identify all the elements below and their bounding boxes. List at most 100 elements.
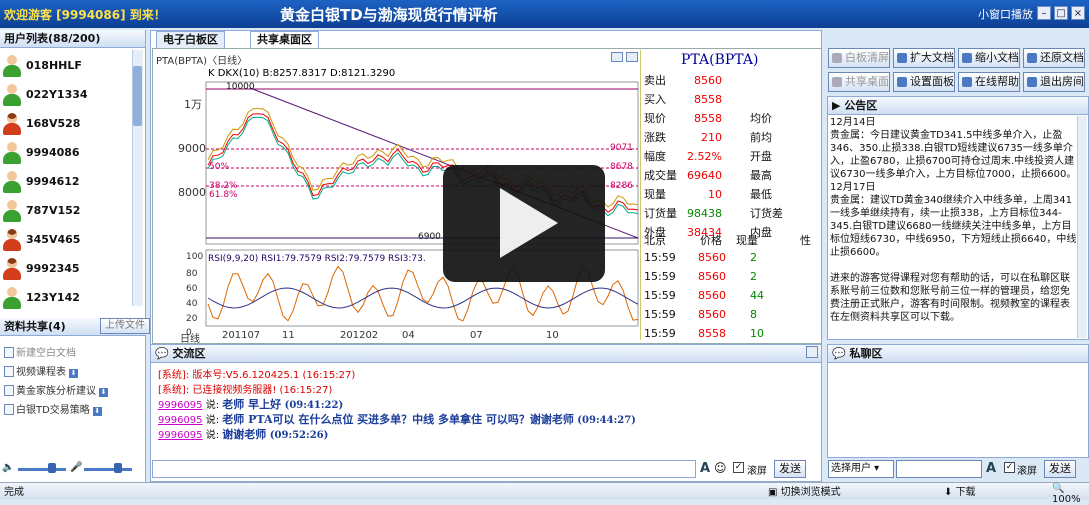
enlarge-doc-button[interactable]: 扩大文档 <box>893 48 955 68</box>
browse-mode-label: 切换浏览模式 <box>780 487 841 498</box>
private-lock-checkbox[interactable]: ✓ <box>1004 462 1015 473</box>
speaker-icon[interactable]: 🔈 <box>2 462 15 473</box>
tab-shared-desktop[interactable]: 共享桌面区 <box>250 31 319 48</box>
chat-expand-icon[interactable] <box>806 346 818 358</box>
quote-key: 买入 <box>644 93 666 106</box>
play-icon[interactable] <box>500 188 558 258</box>
notice-panel: ▶ 公告区 <box>827 96 1089 340</box>
whiteboard-clear-button[interactable]: 白板清屏 <box>828 48 890 68</box>
microphone-icon[interactable]: 🎤 <box>70 462 83 473</box>
x-axis-label: 日线 <box>180 334 200 345</box>
document-icon <box>4 366 14 377</box>
chat-user-link[interactable]: 9996095 <box>158 400 203 411</box>
chat-user-link[interactable]: 9996095 <box>158 415 203 426</box>
chat-message: 9996095 说: 老师 PTA可以 在什么点位 买进多单？中线 多单拿住 可… <box>158 411 636 427</box>
notice-scrollbar[interactable] <box>1077 116 1087 338</box>
avatar-icon <box>2 55 22 77</box>
avatar-body <box>3 210 21 222</box>
notice-paragraph: 贵金属：今日建议黄金TD341.5中线多单介入，止盈346、350.止损338.… <box>830 130 1077 180</box>
share-item[interactable]: 视频课程表 ⬇ <box>4 363 78 378</box>
private-chat-input[interactable] <box>896 460 982 478</box>
online-help-button[interactable]: 在线帮助 <box>958 72 1020 92</box>
close-icon[interactable]: × <box>1071 6 1085 20</box>
share-item[interactable]: 黄金家族分析建议 ⬇ <box>4 382 108 397</box>
share-item[interactable]: 白银TD交易策略 ⬇ <box>4 401 102 416</box>
chat-panel: 💬 交流区 <box>150 344 822 482</box>
scrollbar-thumb[interactable] <box>133 66 142 126</box>
notice-header: ▶ 公告区 <box>828 97 1088 115</box>
user-item[interactable]: 9994612 <box>0 168 134 197</box>
tick-volume: 10 <box>750 327 764 340</box>
chat-message: 9996095 说: 老师 早上好 (09:41:22) <box>158 396 343 412</box>
private-font-icon[interactable]: A <box>986 461 997 476</box>
browse-mode-button[interactable]: ▣ 切换浏览模式 <box>768 487 841 498</box>
shrink-doc-button[interactable]: 缩小文档 <box>958 48 1020 68</box>
quote-value: 10 <box>708 188 722 201</box>
user-name: 9992345 <box>26 262 80 275</box>
avatar-icon <box>2 113 22 135</box>
share-label: 新建空白文档 <box>16 348 76 359</box>
user-item[interactable]: 9992345 <box>0 255 134 284</box>
chart-restore-icon[interactable] <box>626 52 638 62</box>
quote-row: 幅度 2.52% 开盘 <box>642 148 808 166</box>
quote-value: 38434 <box>687 226 722 239</box>
user-item[interactable]: 018HHLF <box>0 52 134 81</box>
user-name: 9994612 <box>26 175 80 188</box>
user-name: 345V465 <box>26 233 81 246</box>
private-send-button[interactable]: 发送 <box>1044 460 1076 478</box>
download-icon[interactable]: ⬇ <box>99 388 108 397</box>
avatar-head <box>7 200 17 210</box>
quote-value: 8560 <box>694 74 722 87</box>
avatar-icon <box>2 84 22 106</box>
tick-price: 8560 <box>698 308 726 321</box>
chat-input[interactable] <box>152 460 696 478</box>
maximize-icon[interactable]: □ <box>1054 6 1068 20</box>
quote-row: 现价 8558 均价 <box>642 110 808 128</box>
tick-time: 15:59 <box>644 308 676 321</box>
chat-user-link[interactable]: 9996095 <box>158 430 203 441</box>
x-axis-label: 201107 <box>222 330 261 341</box>
speaker-slider-handle[interactable] <box>48 463 56 473</box>
private-chat-panel: 💬 私聊区 <box>827 344 1089 458</box>
emoji-icon[interactable]: ☺ <box>714 461 727 475</box>
select-user-dropdown[interactable]: 选择用户 ▾ <box>828 460 894 478</box>
mic-slider[interactable] <box>84 468 132 471</box>
avatar-head <box>7 113 17 123</box>
font-icon[interactable]: A <box>700 461 711 476</box>
download-icon[interactable]: ⬇ <box>69 369 78 378</box>
rsi-series-1 <box>207 265 639 322</box>
scroll-lock-checkbox[interactable]: ✓ <box>733 462 744 473</box>
user-item[interactable]: 345V465 <box>0 226 134 255</box>
mini-window-button[interactable]: 小窗口播放 <box>978 8 1033 21</box>
kline-indicator-label: K DKX(10) B:8257.8317 D:8121.3290 <box>208 68 396 79</box>
y-axis-label-0: 1万 <box>184 98 202 111</box>
download-icon[interactable]: ⬇ <box>92 407 102 416</box>
user-item[interactable]: 168V528 <box>0 110 134 139</box>
quote-row: 卖出 8560 <box>642 72 808 90</box>
upload-file-button[interactable]: 上传文件 <box>100 318 150 334</box>
tab-whiteboard[interactable]: 电子白板区 <box>156 31 225 48</box>
zoom-level[interactable]: 🔍 100% <box>1052 483 1081 505</box>
download-button[interactable]: ⬇ 下载 <box>944 487 976 498</box>
user-item[interactable]: 022Y1334 <box>0 81 134 110</box>
user-item[interactable]: 787V152 <box>0 197 134 226</box>
mic-slider-handle[interactable] <box>114 463 122 473</box>
chat-send-button[interactable]: 发送 <box>774 460 806 478</box>
user-list-scrollbar[interactable] <box>132 50 143 306</box>
speaker-slider[interactable] <box>18 468 66 471</box>
minimize-icon[interactable]: – <box>1037 6 1051 20</box>
exit-room-button[interactable]: 退出房间 <box>1023 72 1085 92</box>
chart-zoom-icon[interactable] <box>611 52 623 62</box>
user-item[interactable]: 123Y142 <box>0 284 134 313</box>
user-list-header: 用户列表(88/200) <box>0 30 145 48</box>
chat-bubble-icon: 💬 <box>155 347 169 360</box>
settings-panel-button[interactable]: 设置面板 <box>893 72 955 92</box>
avatar-icon <box>2 142 22 164</box>
restore-doc-button[interactable]: 还原文档 <box>1023 48 1085 68</box>
share-desktop-button[interactable]: 共享桌面 <box>828 72 890 92</box>
chat-header-title: 交流区 <box>172 347 206 360</box>
chat-message: [系统]: 已连接视频务服器! (16:15:27) <box>158 381 332 396</box>
stock-chart <box>205 81 639 327</box>
share-item[interactable]: 新建空白文档 <box>4 344 76 359</box>
user-item[interactable]: 9994086 <box>0 139 134 168</box>
